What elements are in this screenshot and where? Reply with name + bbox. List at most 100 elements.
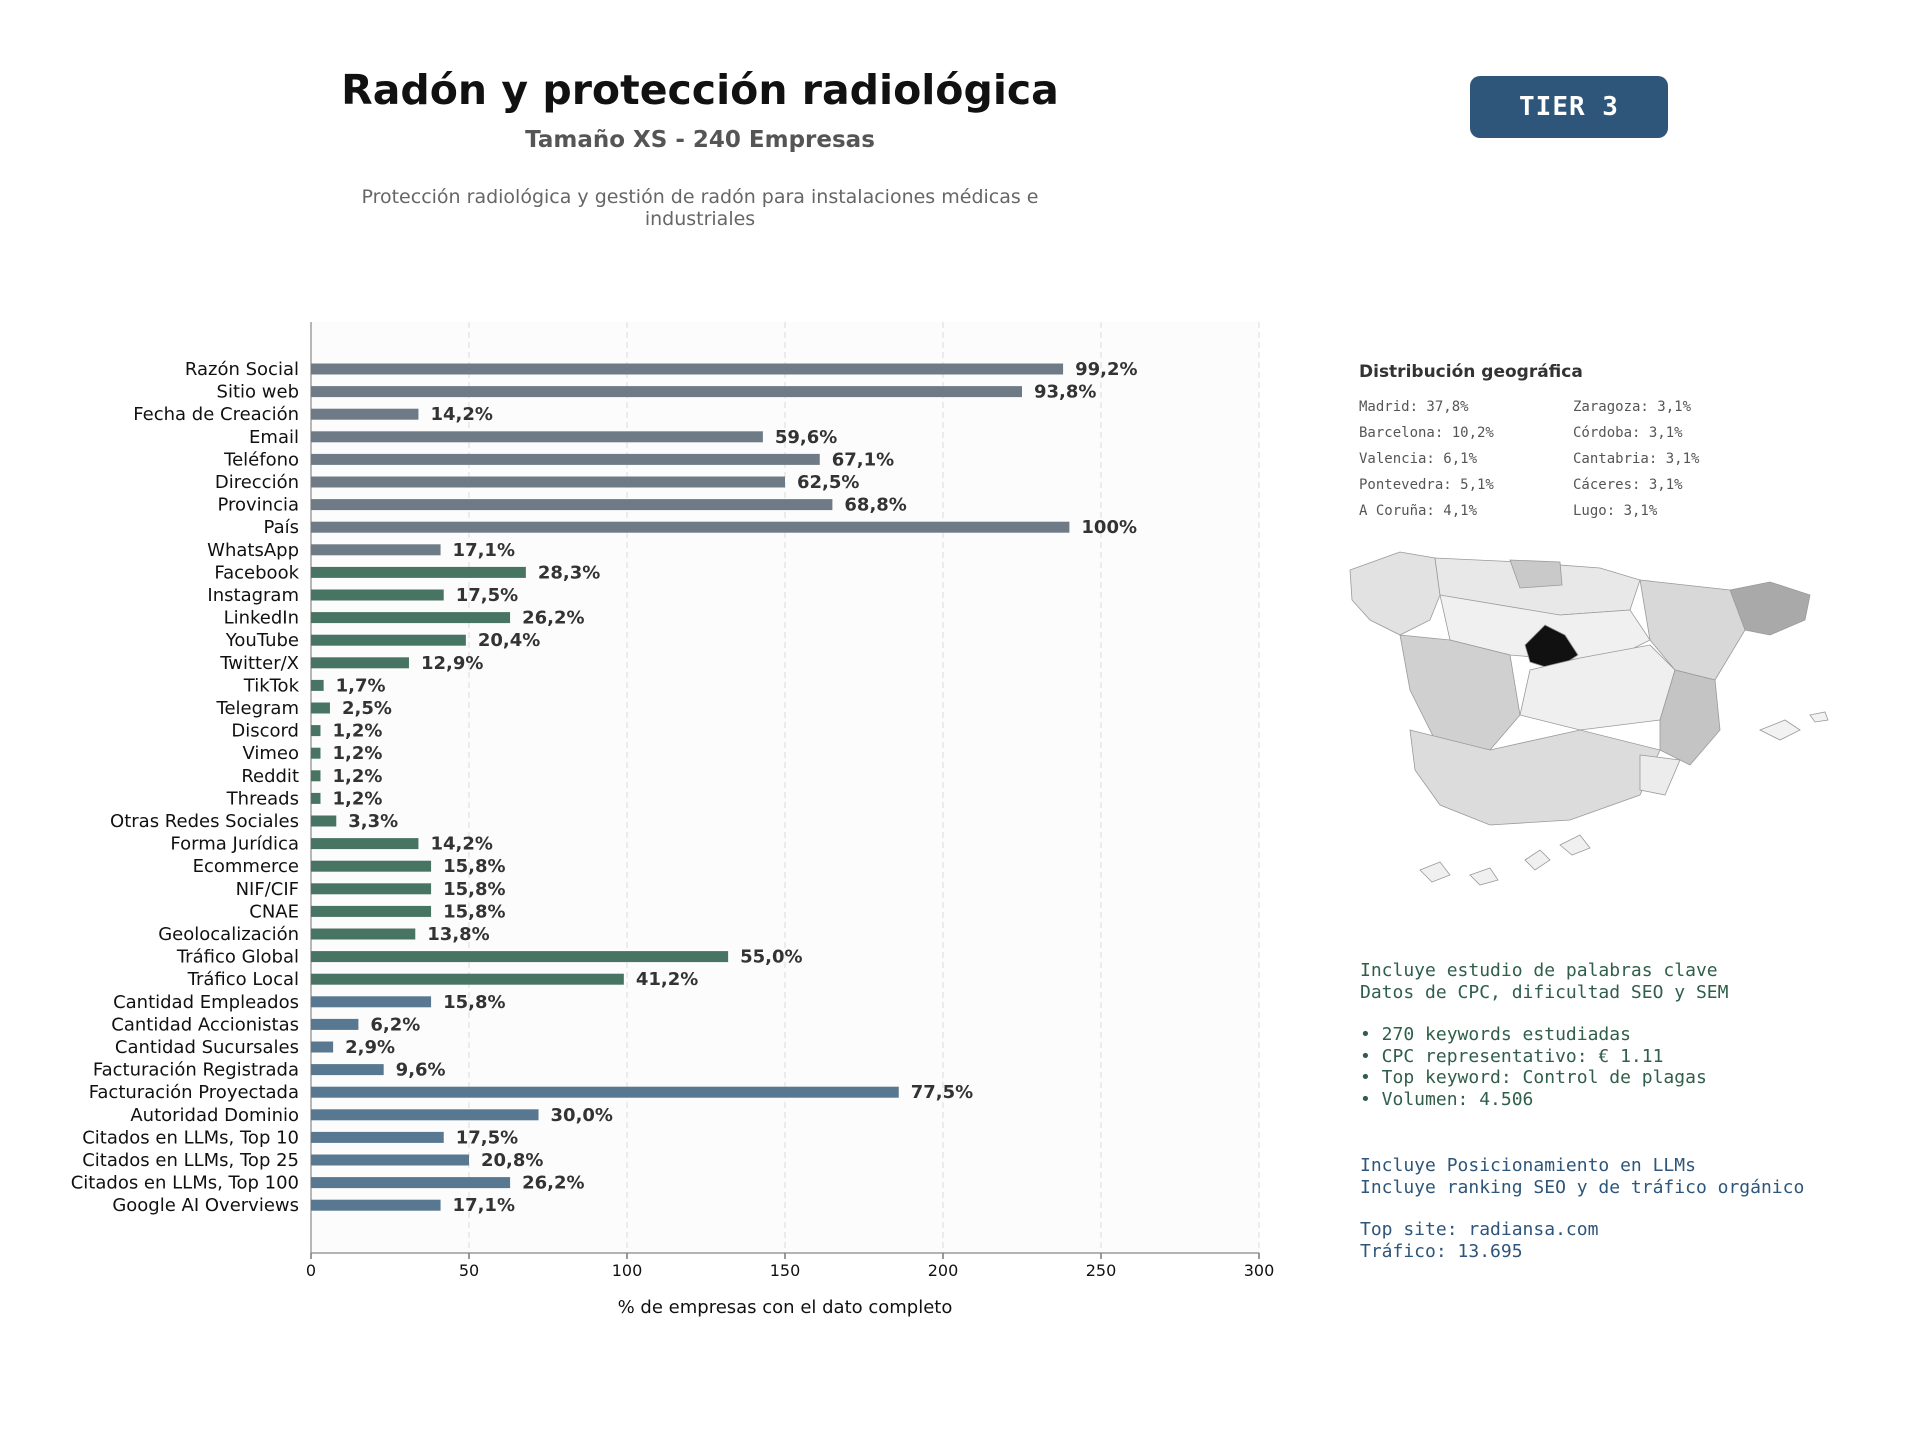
category-label: YouTube bbox=[225, 630, 299, 651]
keywords-line: Datos de CPC, dificultad SEO y SEM bbox=[1360, 981, 1729, 1003]
bar bbox=[311, 566, 526, 578]
value-label: 41,2% bbox=[636, 969, 698, 990]
value-label: 55,0% bbox=[740, 947, 802, 968]
geo-title: Distribución geográfica bbox=[1359, 362, 1583, 382]
category-label: Citados en LLMs, Top 25 bbox=[82, 1150, 299, 1171]
keywords-bullet: • Volumen: 4.506 bbox=[1360, 1088, 1534, 1110]
category-label: Otras Redes Sociales bbox=[110, 811, 299, 832]
geo-item: Valencia: 6,1% bbox=[1359, 451, 1478, 467]
bar bbox=[311, 589, 444, 601]
map-region-extremadura bbox=[1399, 634, 1521, 751]
x-tick-label: 250 bbox=[1086, 1261, 1117, 1280]
category-label: Telegram bbox=[216, 698, 299, 719]
bar bbox=[311, 431, 763, 443]
llm-block: Incluye Posicionamiento en LLMs Incluye r… bbox=[1360, 1155, 1804, 1262]
bar bbox=[311, 386, 1022, 398]
page-title: Radón y protección radiológica bbox=[341, 66, 1059, 114]
bar bbox=[311, 1064, 384, 1076]
geo-item: Pontevedra: 5,1% bbox=[1359, 477, 1494, 493]
category-label: Citados en LLMs, Top 100 bbox=[71, 1173, 299, 1194]
bar bbox=[311, 1041, 334, 1053]
bar bbox=[311, 521, 1070, 533]
value-label: 67,1% bbox=[832, 449, 894, 470]
bar bbox=[311, 815, 337, 827]
category-label: Email bbox=[249, 427, 299, 448]
x-tick-label: 50 bbox=[459, 1261, 479, 1280]
category-label: TikTok bbox=[243, 675, 300, 696]
bar bbox=[311, 770, 321, 782]
value-label: 77,5% bbox=[911, 1082, 973, 1103]
geo-item: Lugo: 3,1% bbox=[1573, 503, 1658, 519]
value-label: 14,2% bbox=[430, 404, 492, 425]
value-label: 1,2% bbox=[332, 788, 382, 809]
geo-item: A Coruña: 4,1% bbox=[1359, 503, 1478, 519]
value-label: 17,1% bbox=[453, 540, 515, 561]
bar bbox=[311, 928, 416, 940]
value-label: 59,6% bbox=[775, 427, 837, 448]
category-label: Discord bbox=[231, 721, 299, 742]
value-label: 2,9% bbox=[345, 1037, 395, 1058]
value-label: 20,8% bbox=[481, 1150, 543, 1171]
category-label: Threads bbox=[226, 788, 299, 809]
category-label: Facebook bbox=[214, 562, 299, 583]
page-description: Protección radiológica y gestión de radó… bbox=[361, 186, 1039, 230]
map-region-madrid bbox=[1524, 624, 1579, 671]
value-label: 15,8% bbox=[443, 879, 505, 900]
category-label: Teléfono bbox=[223, 449, 299, 470]
geo-item: Barcelona: 10,2% bbox=[1359, 425, 1494, 441]
value-label: 1,7% bbox=[336, 675, 386, 696]
value-label: 12,9% bbox=[421, 653, 483, 674]
category-label: Forma Jurídica bbox=[170, 834, 299, 855]
value-label: 99,2% bbox=[1075, 359, 1137, 380]
geo-item: Cantabria: 3,1% bbox=[1573, 451, 1700, 467]
value-label: 1,2% bbox=[332, 721, 382, 742]
geo-item: Zaragoza: 3,1% bbox=[1573, 399, 1692, 415]
category-label: Cantidad Accionistas bbox=[111, 1014, 299, 1035]
category-label: Twitter/X bbox=[219, 653, 299, 674]
value-label: 26,2% bbox=[522, 608, 584, 629]
value-label: 17,1% bbox=[453, 1195, 515, 1216]
map-region-valencia bbox=[1659, 669, 1721, 766]
category-label: NIF/CIF bbox=[236, 879, 299, 900]
value-label: 3,3% bbox=[348, 811, 398, 832]
bar bbox=[311, 973, 624, 985]
llm-line: Incluye ranking SEO y de tráfico orgánic… bbox=[1360, 1176, 1805, 1198]
bar bbox=[311, 544, 441, 556]
category-label: Ecommerce bbox=[193, 856, 299, 877]
value-label: 30,0% bbox=[551, 1105, 613, 1126]
category-label: Autoridad Dominio bbox=[130, 1105, 299, 1126]
value-label: 2,5% bbox=[342, 698, 392, 719]
value-label: 28,3% bbox=[538, 562, 600, 583]
category-label: CNAE bbox=[249, 901, 299, 922]
value-label: 62,5% bbox=[797, 472, 859, 493]
bar bbox=[311, 612, 511, 624]
bar bbox=[311, 1086, 899, 1098]
value-label: 15,8% bbox=[443, 901, 505, 922]
category-label: Razón Social bbox=[185, 359, 299, 380]
bar bbox=[311, 1154, 469, 1166]
bar bbox=[311, 951, 729, 963]
category-label: Vimeo bbox=[242, 743, 299, 764]
bar bbox=[311, 860, 432, 872]
x-tick-label: 300 bbox=[1244, 1261, 1275, 1280]
bar bbox=[311, 1131, 444, 1143]
category-label: Tráfico Local bbox=[187, 969, 299, 990]
category-label: WhatsApp bbox=[207, 540, 299, 561]
category-label: Citados en LLMs, Top 10 bbox=[82, 1127, 299, 1148]
value-label: 17,5% bbox=[456, 585, 518, 606]
bar bbox=[311, 499, 833, 511]
map-region-galicia bbox=[1349, 551, 1441, 636]
keywords-line: Incluye estudio de palabras clave bbox=[1360, 960, 1718, 981]
value-label: 6,2% bbox=[370, 1014, 420, 1035]
category-label: Tráfico Global bbox=[176, 947, 299, 968]
x-tick-label: 200 bbox=[928, 1261, 959, 1280]
keywords-bullet: • CPC representativo: € 1.11 bbox=[1360, 1045, 1664, 1067]
category-label: Provincia bbox=[217, 495, 299, 516]
llm-line: Incluye Posicionamiento en LLMs bbox=[1360, 1155, 1696, 1176]
map-region-baleares bbox=[1759, 711, 1829, 741]
bar bbox=[311, 634, 466, 646]
value-label: 20,4% bbox=[478, 630, 540, 651]
category-label: Facturación Registrada bbox=[93, 1060, 299, 1081]
category-label: Google AI Overviews bbox=[112, 1195, 299, 1216]
value-label: 15,8% bbox=[443, 992, 505, 1013]
